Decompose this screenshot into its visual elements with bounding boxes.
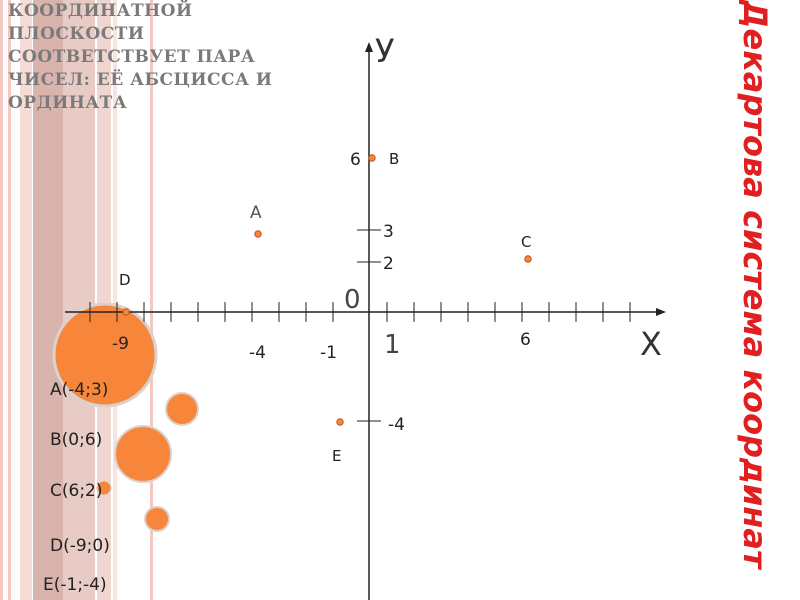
x-tick-label: 6 bbox=[520, 330, 531, 350]
decorative-circle bbox=[96, 480, 112, 496]
origin-label: 0 bbox=[344, 285, 361, 315]
point-b bbox=[368, 154, 376, 162]
background-stripe bbox=[63, 0, 95, 600]
heading-line: ОРДИНАТА bbox=[8, 93, 128, 113]
background-stripe bbox=[150, 0, 153, 600]
decorative-circle bbox=[165, 392, 199, 426]
coordinate-item: C(6;2) bbox=[50, 481, 103, 501]
x-axis-name: Х bbox=[640, 325, 662, 363]
background-stripe bbox=[20, 0, 32, 600]
heading-line: ЧИСЕЛ: ЕЁ АБСЦИССА И bbox=[8, 70, 273, 90]
point-label-b: B bbox=[389, 150, 400, 168]
point-label-e: E bbox=[332, 447, 342, 465]
coordinate-item: D(-9;0) bbox=[50, 536, 110, 556]
point-label-a: A bbox=[250, 203, 262, 223]
unit-label: 1 bbox=[384, 330, 401, 360]
y-tick-label: -4 bbox=[388, 415, 405, 435]
point-a bbox=[254, 230, 262, 238]
heading-line: ПЛОСКОСТИ bbox=[8, 24, 145, 44]
coordinate-item: A(-4;3) bbox=[50, 380, 109, 400]
y-axis-arrow-icon bbox=[365, 42, 373, 52]
background-stripe bbox=[33, 0, 63, 600]
y-tick-label: 2 bbox=[383, 254, 394, 274]
heading-line: КООРДИНАТНОЙ bbox=[8, 1, 193, 21]
y-tick-label: 6 bbox=[350, 150, 361, 170]
decorative-circle bbox=[114, 425, 172, 483]
background-stripe bbox=[0, 0, 3, 600]
background-stripe bbox=[8, 0, 11, 600]
coordinate-item: B(0;6) bbox=[50, 430, 103, 450]
point-label-c: C bbox=[521, 233, 532, 251]
x-tick-label: -4 bbox=[249, 343, 266, 363]
x-axis-arrow-icon bbox=[656, 308, 666, 316]
slide-heading: КООРДИНАТНОЙ ПЛОСКОСТИ СООТВЕТСТВУЕТ ПАР… bbox=[8, 0, 308, 115]
point-c bbox=[524, 255, 532, 263]
coordinate-item: E(-1;-4) bbox=[43, 575, 107, 595]
decorative-circle bbox=[144, 506, 170, 532]
x-tick-label: -9 bbox=[112, 334, 129, 354]
y-axis-name: У bbox=[375, 32, 395, 70]
decorative-circle bbox=[52, 302, 158, 408]
x-tick-label: -1 bbox=[320, 343, 337, 363]
background-stripe bbox=[97, 0, 111, 600]
point-d bbox=[122, 308, 130, 316]
heading-line: СООТВЕТСТВУЕТ ПАРА bbox=[8, 47, 256, 67]
y-tick-label: 3 bbox=[383, 222, 394, 242]
background-stripe bbox=[113, 0, 117, 600]
point-e bbox=[336, 418, 344, 426]
point-label-d: D bbox=[119, 271, 131, 289]
